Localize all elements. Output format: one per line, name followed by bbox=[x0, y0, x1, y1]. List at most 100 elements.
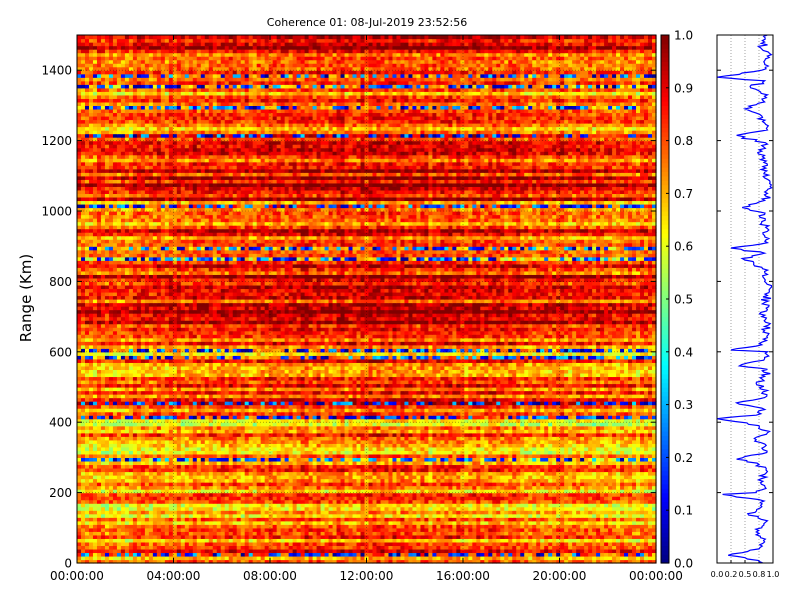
heatmap-cell bbox=[548, 541, 553, 546]
heatmap-cell bbox=[356, 510, 362, 515]
heatmap-cell bbox=[144, 460, 150, 466]
heatmap-cell bbox=[428, 524, 433, 529]
heatmap-cell bbox=[388, 443, 394, 448]
heatmap-cell bbox=[540, 467, 545, 473]
heatmap-cell bbox=[412, 446, 418, 451]
heatmap-cell bbox=[216, 538, 222, 543]
heatmap-cell bbox=[132, 545, 138, 550]
heatmap-cell bbox=[608, 443, 613, 448]
heatmap-cell bbox=[408, 471, 414, 476]
heatmap-cell bbox=[644, 446, 649, 451]
heatmap-cell bbox=[328, 531, 334, 536]
heatmap-cell bbox=[284, 510, 290, 515]
heatmap-cell bbox=[476, 513, 481, 518]
heatmap-cell bbox=[260, 446, 266, 451]
heatmap-cell bbox=[488, 527, 493, 532]
heatmap-cell bbox=[496, 527, 501, 532]
heatmap-cell bbox=[156, 478, 162, 483]
heatmap-cell bbox=[428, 485, 433, 490]
heatmap-cell bbox=[244, 453, 250, 458]
heatmap-cell bbox=[312, 443, 318, 448]
heatmap-cell bbox=[612, 538, 617, 543]
heatmap-cell bbox=[204, 492, 210, 497]
heatmap-cell bbox=[640, 545, 645, 550]
heatmap-cell bbox=[156, 513, 162, 518]
heatmap-cell bbox=[392, 517, 398, 522]
heatmap-cell bbox=[344, 559, 350, 564]
heatmap-cell bbox=[468, 489, 473, 494]
heatmap-cell bbox=[132, 527, 138, 532]
heatmap-cell bbox=[560, 552, 565, 557]
heatmap-cell bbox=[128, 520, 134, 525]
heatmap-cell bbox=[364, 520, 370, 525]
heatmap-cell bbox=[292, 489, 298, 494]
heatmap-cell bbox=[584, 453, 589, 458]
heatmap-cell bbox=[564, 524, 569, 529]
heatmap-cell bbox=[128, 471, 134, 476]
heatmap-cell bbox=[392, 559, 398, 564]
heatmap-cell bbox=[268, 478, 274, 483]
heatmap-cell bbox=[504, 489, 509, 494]
heatmap-cell bbox=[100, 534, 106, 539]
heatmap-cell bbox=[280, 531, 286, 536]
heatmap-cell bbox=[296, 482, 302, 487]
heatmap-cell bbox=[312, 545, 318, 550]
heatmap-cell bbox=[528, 524, 533, 529]
heatmap-cell bbox=[428, 471, 433, 476]
heatmap-cell bbox=[560, 475, 565, 480]
heatmap-cell bbox=[112, 517, 118, 522]
heatmap-cell bbox=[144, 517, 150, 522]
heatmap-cell bbox=[272, 478, 278, 483]
heatmap-cell bbox=[536, 457, 541, 462]
heatmap-cell bbox=[224, 478, 230, 483]
heatmap-cell bbox=[648, 443, 653, 448]
heatmap-cell bbox=[272, 457, 278, 462]
heatmap-cell bbox=[92, 471, 98, 476]
heatmap-cell bbox=[504, 496, 509, 501]
heatmap-cell bbox=[428, 450, 433, 455]
heatmap-cell bbox=[140, 513, 146, 518]
heatmap-cell bbox=[368, 475, 374, 480]
heatmap-cell bbox=[388, 492, 394, 497]
heatmap-cell bbox=[652, 478, 657, 483]
heatmap-cell bbox=[336, 482, 342, 487]
heatmap-cell bbox=[352, 489, 358, 494]
heatmap-cell bbox=[604, 475, 609, 480]
heatmap-cell bbox=[368, 460, 374, 466]
heatmap-cell bbox=[252, 559, 258, 564]
heatmap-cell bbox=[336, 446, 342, 451]
heatmap-cell bbox=[380, 478, 386, 483]
heatmap-cell bbox=[484, 527, 489, 532]
heatmap-cell bbox=[628, 506, 633, 511]
heatmap-cell bbox=[284, 559, 290, 564]
heatmap-cell bbox=[160, 555, 166, 561]
heatmap-cell bbox=[352, 538, 358, 543]
heatmap-cell bbox=[620, 446, 625, 451]
heatmap-cell bbox=[392, 464, 398, 469]
heatmap-cell bbox=[440, 524, 445, 529]
heatmap-cell bbox=[548, 531, 553, 536]
heatmap-cell bbox=[220, 475, 226, 480]
heatmap-cell bbox=[592, 545, 597, 550]
heatmap-cell bbox=[184, 531, 190, 536]
heatmap-cell bbox=[528, 548, 533, 554]
heatmap-cell bbox=[432, 471, 437, 476]
heatmap-cell bbox=[504, 517, 509, 522]
heatmap-cell bbox=[512, 478, 517, 483]
heatmap-cell bbox=[224, 510, 230, 515]
heatmap-cell bbox=[332, 492, 338, 497]
heatmap-cell bbox=[88, 534, 94, 539]
heatmap-cell bbox=[564, 520, 569, 525]
heatmap-cell bbox=[436, 534, 441, 539]
heatmap-cell bbox=[456, 492, 461, 497]
heatmap-cell bbox=[268, 517, 274, 522]
heatmap-cell bbox=[164, 503, 170, 508]
heatmap-cell bbox=[580, 559, 585, 564]
heatmap-cell bbox=[436, 520, 441, 525]
heatmap-cell bbox=[316, 513, 322, 518]
heatmap-cell bbox=[92, 559, 98, 564]
heatmap-cell bbox=[132, 460, 138, 466]
heatmap-cell bbox=[468, 506, 473, 511]
heatmap-cell bbox=[252, 443, 258, 448]
heatmap-cell bbox=[508, 492, 513, 497]
